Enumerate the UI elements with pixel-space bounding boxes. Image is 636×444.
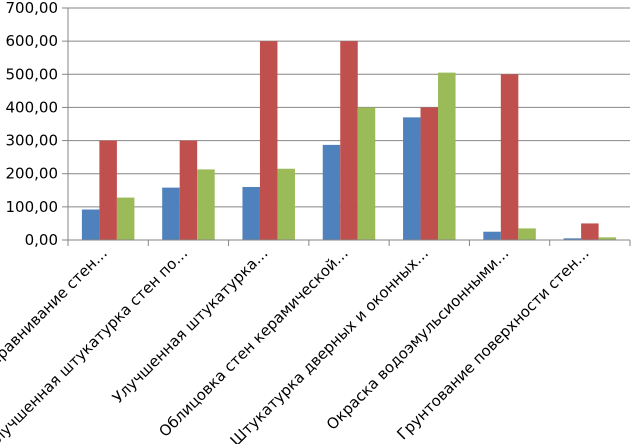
bar-series-1: [403, 117, 421, 240]
x-category-label: Выравнивание стен…: [0, 244, 111, 378]
bar-series-2: [179, 140, 198, 240]
bar-series-3: [357, 107, 376, 241]
bar-series-1: [81, 209, 100, 240]
bar-series-2: [581, 223, 599, 240]
bar-series-3: [197, 169, 215, 240]
bar-series-2: [420, 107, 439, 241]
bar-series-1: [563, 238, 582, 240]
bar-series-1: [242, 186, 260, 240]
y-tick-label: 400,00: [6, 98, 59, 116]
y-tick-label: 600,00: [6, 32, 59, 50]
y-tick-label: 100,00: [6, 198, 59, 216]
bar-series-3: [598, 237, 617, 240]
y-tick-label: 200,00: [6, 165, 59, 183]
x-axis: Выравнивание стен…Улучшенная штукатурка …: [0, 239, 631, 444]
bar-series-2: [99, 140, 117, 240]
y-axis: 0,00 100,00 200,00 300,00 400,00 500,00 600,00…: [6, 0, 69, 249]
bar-series-3: [116, 197, 135, 240]
bar-series-2: [259, 41, 278, 240]
y-tick-label: 700,00: [6, 0, 59, 17]
bar-series-1: [483, 231, 501, 240]
bars: [81, 41, 617, 241]
x-category-label: Улучшенная штукатурка…: [109, 244, 272, 407]
bar-series-1: [162, 187, 180, 240]
bar-series-3: [518, 228, 536, 240]
bar-series-2: [340, 41, 358, 240]
bar-series-1: [322, 144, 341, 240]
y-tick-label: 500,00: [6, 65, 59, 83]
bar-series-2: [500, 74, 519, 240]
y-tick-label: 300,00: [6, 132, 59, 150]
y-tick-label: 0,00: [25, 231, 58, 249]
bar-series-3: [438, 72, 456, 240]
bar-series-3: [277, 168, 295, 240]
